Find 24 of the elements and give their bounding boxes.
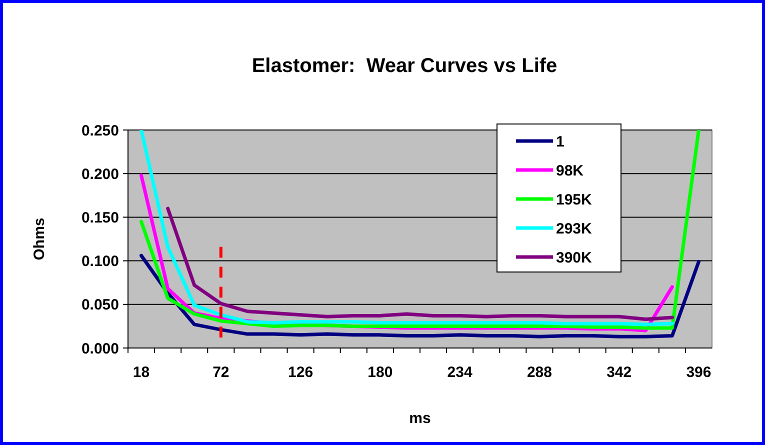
legend-label: 98K <box>556 162 584 180</box>
x-tick-label: 396 <box>686 364 712 381</box>
chart-title: Elastomer: Wear Curves vs Life <box>252 55 558 77</box>
y-tick-label: 0.150 <box>81 209 119 226</box>
x-tick-label: 234 <box>447 364 473 381</box>
y-tick-label: 0.000 <box>81 340 119 358</box>
x-tick-label: 126 <box>288 364 314 381</box>
x-tick-label: 288 <box>526 364 552 381</box>
line-series <box>166 206 674 321</box>
legend-label: 1 <box>556 133 564 150</box>
legend-label: 293K <box>556 220 592 238</box>
legend-label: 390K <box>556 249 592 266</box>
y-axis-title: Ohms <box>31 218 48 260</box>
x-tick-label: 342 <box>606 364 632 381</box>
legend-label: 195K <box>556 191 592 208</box>
y-tick-label: 0.050 <box>81 296 119 314</box>
x-axis-title: ms <box>409 410 431 427</box>
y-tick-label: 0.100 <box>81 253 119 270</box>
y-tick-label: 0.200 <box>81 166 119 183</box>
y-tick-label: 0.250 <box>81 122 119 140</box>
x-tick-label: 180 <box>368 364 393 381</box>
x-tick-label: 72 <box>212 364 230 381</box>
line-series <box>140 254 700 338</box>
x-tick-label: 18 <box>132 364 150 381</box>
